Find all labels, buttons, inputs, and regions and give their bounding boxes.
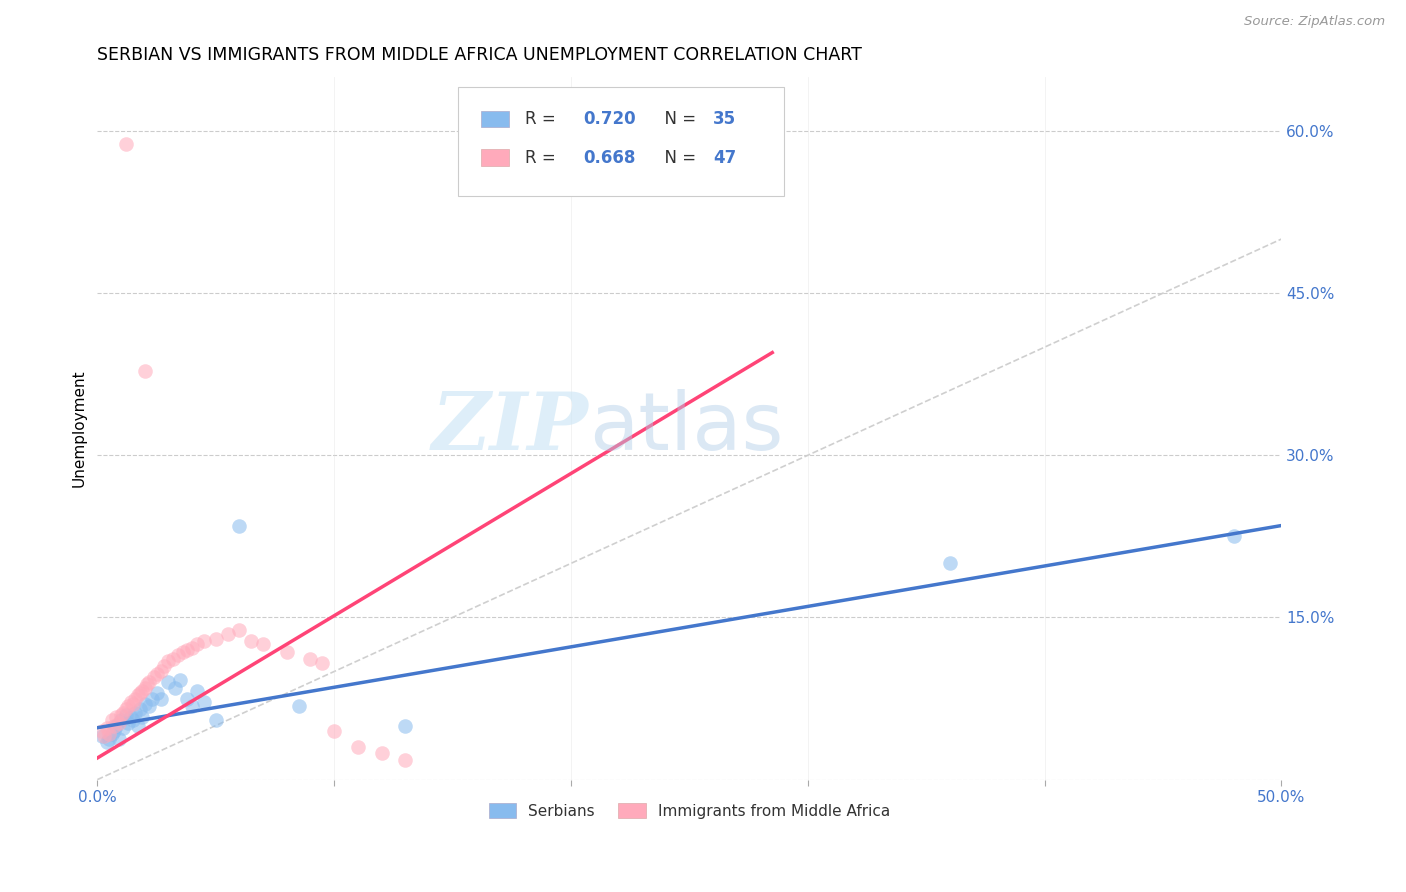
Point [193, 634, 215, 648]
Point [152, 659, 174, 673]
Point [129, 702, 152, 716]
Point [131, 710, 153, 724]
Y-axis label: Unemployment: Unemployment [72, 369, 86, 487]
Point [150, 665, 173, 679]
Point [143, 670, 166, 684]
Point [117, 716, 139, 731]
Point [120, 710, 142, 724]
Point [176, 643, 198, 657]
Point [228, 518, 250, 533]
Point [93, 730, 115, 744]
Text: ZIP: ZIP [432, 390, 589, 467]
Point [228, 624, 250, 638]
Point [98, 727, 121, 741]
FancyBboxPatch shape [458, 87, 785, 196]
Point [145, 666, 167, 681]
Text: N =: N = [654, 110, 702, 128]
Point [134, 697, 156, 711]
Point [112, 721, 135, 735]
Text: atlas: atlas [589, 389, 783, 467]
Point [98, 731, 121, 746]
Point [162, 651, 184, 665]
Text: N =: N = [654, 149, 702, 167]
Point [138, 675, 160, 690]
Point [276, 645, 298, 659]
Point [181, 640, 204, 655]
Point [127, 688, 149, 702]
Point [347, 740, 370, 755]
Point [127, 718, 149, 732]
Point [103, 718, 125, 732]
Point [103, 723, 125, 738]
Point [134, 681, 156, 695]
Point [114, 136, 136, 151]
Point [114, 707, 136, 722]
Point [122, 713, 145, 727]
Point [107, 731, 129, 746]
Point [287, 699, 309, 714]
Point [107, 716, 129, 731]
Point [204, 713, 226, 727]
Text: R =: R = [524, 110, 561, 128]
Point [117, 699, 139, 714]
Point [110, 713, 132, 727]
Point [217, 626, 239, 640]
Point [105, 710, 128, 724]
Point [100, 713, 122, 727]
Point [193, 695, 215, 709]
Point [172, 645, 194, 659]
Point [150, 691, 173, 706]
Point [96, 721, 118, 735]
Text: R =: R = [524, 149, 561, 167]
Text: 35: 35 [713, 110, 737, 128]
Legend: Serbians, Immigrants from Middle Africa: Serbians, Immigrants from Middle Africa [482, 797, 896, 825]
Point [394, 753, 416, 767]
Point [91, 723, 114, 738]
Text: 0.720: 0.720 [583, 110, 636, 128]
Point [311, 656, 333, 670]
Point [105, 718, 128, 732]
Point [394, 718, 416, 732]
Point [157, 675, 180, 690]
Point [120, 695, 142, 709]
Point [370, 746, 392, 760]
Point [91, 730, 114, 744]
Text: SERBIAN VS IMMIGRANTS FROM MIDDLE AFRICA UNEMPLOYMENT CORRELATION CHART: SERBIAN VS IMMIGRANTS FROM MIDDLE AFRICA… [97, 46, 862, 64]
Point [323, 723, 346, 738]
Point [939, 557, 962, 571]
Point [176, 691, 198, 706]
Point [129, 686, 152, 700]
Point [112, 706, 135, 720]
Point [186, 684, 208, 698]
Point [124, 706, 146, 720]
Point [157, 654, 180, 668]
Point [204, 632, 226, 646]
FancyBboxPatch shape [481, 149, 509, 166]
Point [114, 702, 136, 716]
Point [252, 637, 274, 651]
Point [100, 727, 122, 741]
Point [1223, 529, 1246, 543]
Point [136, 677, 159, 691]
Point [165, 681, 187, 695]
Point [96, 735, 118, 749]
FancyBboxPatch shape [481, 111, 509, 128]
Point [186, 637, 208, 651]
Point [122, 697, 145, 711]
Point [110, 707, 132, 722]
Point [167, 648, 190, 663]
Point [145, 686, 167, 700]
Point [240, 634, 263, 648]
Point [299, 651, 322, 665]
Point [134, 364, 156, 378]
Point [131, 684, 153, 698]
Text: 47: 47 [713, 149, 737, 167]
Text: 0.668: 0.668 [583, 149, 636, 167]
Point [138, 699, 160, 714]
Point [124, 691, 146, 706]
Point [141, 691, 163, 706]
Point [181, 699, 204, 714]
Text: Source: ZipAtlas.com: Source: ZipAtlas.com [1244, 15, 1385, 29]
Point [169, 673, 191, 687]
